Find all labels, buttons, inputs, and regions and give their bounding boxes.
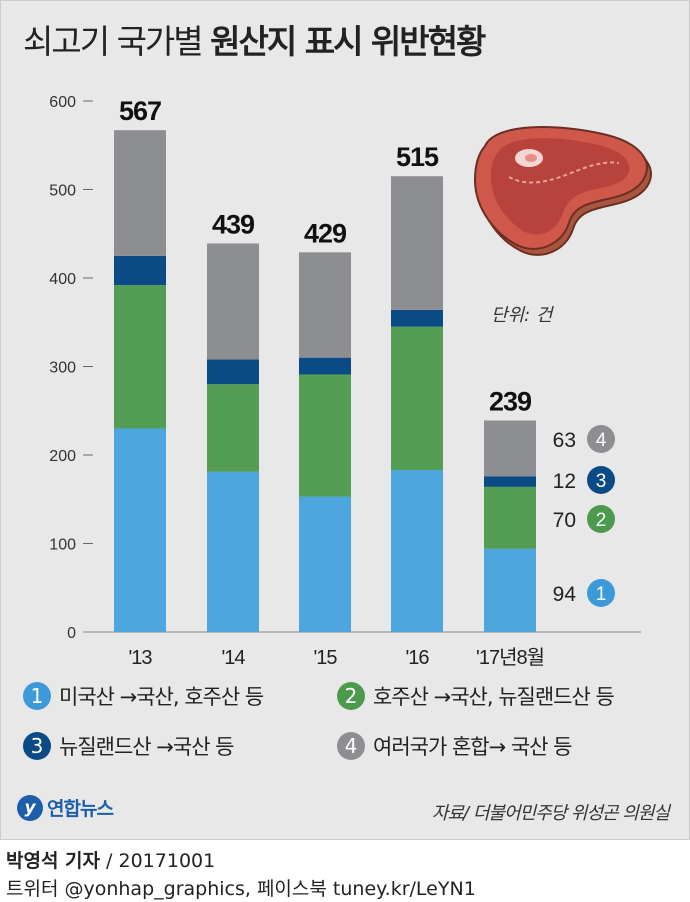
legend-label-2: 호주산 →국산, 뉴질랜드산 등 <box>373 685 615 709</box>
legend-item-2: 2 호주산 →국산, 뉴질랜드산 등 <box>337 681 615 711</box>
legend-badge-1: 1 <box>23 682 51 710</box>
bar-segment <box>484 548 536 632</box>
y-tick-label: 300 <box>49 360 76 377</box>
infographic-panel: 쇠고기 국가별 원산지 표시 위반현황 0 100 200 300 400 500 600 5… <box>0 0 690 840</box>
x-tick-label: '16 <box>405 647 429 669</box>
legend-badge-2: 2 <box>337 682 365 710</box>
bar-segment <box>207 359 259 385</box>
y-tick-label: 0 <box>67 625 76 642</box>
bar-segment <box>114 130 166 256</box>
bar-segment <box>114 255 166 286</box>
x-tick-label: '17년8월 <box>476 646 544 669</box>
source-note: 자료/ 더불어민주당 위성곤 의원실 <box>431 803 670 824</box>
total-label: 429 <box>304 218 347 248</box>
total-label: 567 <box>119 96 161 126</box>
bar-segment <box>391 176 443 310</box>
yonhap-logo-text: 연합뉴스 <box>47 798 114 820</box>
total-label: 439 <box>212 209 255 239</box>
segment-badge-number: 2 <box>596 510 607 531</box>
legend-label-4: 여러국가 혼합→ 국산 등 <box>373 735 573 759</box>
social-line: 트위터 @yonhap_graphics, 페이스북 tuney.kr/LeYN… <box>6 878 476 900</box>
segment-badge <box>587 505 615 533</box>
legend-item-1: 1 미국산 →국산, 호주산 등 <box>23 681 264 711</box>
x-tick-label: '13 <box>128 647 152 669</box>
steak-icon <box>473 126 652 256</box>
bar-segment <box>299 496 351 632</box>
legend-label-3: 뉴질랜드산 →국산 등 <box>59 735 235 759</box>
title-bold: 원산지 표시 위반현황 <box>210 22 486 61</box>
bar-segment <box>391 470 443 632</box>
segment-value-label: 12 <box>553 470 576 493</box>
bar-segment <box>207 384 259 472</box>
total-label: 239 <box>489 386 532 416</box>
bar-segment <box>391 326 443 471</box>
y-tick-label: 600 <box>49 94 76 111</box>
yonhap-logo-mark: y <box>17 794 43 821</box>
segment-badge-number: 3 <box>596 471 607 492</box>
credit-line: 박영석 기자 / 20171001 <box>6 846 215 873</box>
bar-segment <box>391 309 443 327</box>
segment-badge-number: 1 <box>596 584 607 605</box>
x-tick-label: '14 <box>221 647 245 669</box>
segment-badge <box>587 579 615 607</box>
y-tick-label: 200 <box>49 448 76 465</box>
chart-title: 쇠고기 국가별 원산지 표시 위반현황 <box>23 15 486 63</box>
bar-segment <box>207 471 259 632</box>
credit-date: / 20171001 <box>100 850 216 872</box>
bar-segment <box>484 420 536 477</box>
credit-author: 박영석 기자 <box>6 850 101 872</box>
x-tick-label: '15 <box>313 647 337 669</box>
y-tick-label: 400 <box>49 271 76 288</box>
bar-segment <box>299 252 351 358</box>
legend-badge-4: 4 <box>337 732 365 760</box>
bar-segment <box>207 243 259 360</box>
bar-segment <box>299 374 351 497</box>
title-light: 쇠고기 국가별 <box>23 22 204 61</box>
unit-label: 단위: 건 <box>491 305 553 326</box>
legend-label-1: 미국산 →국산, 호주산 등 <box>59 685 264 709</box>
segment-badge <box>587 466 615 494</box>
stacked-bar-chart: 0 100 200 300 400 500 600 567 '13 439 '14 429 '15 515… <box>49 94 652 669</box>
segment-badge <box>587 425 615 453</box>
bar-segment <box>299 357 351 375</box>
legend-badge-3: 3 <box>23 732 51 760</box>
total-label: 515 <box>396 142 439 172</box>
legend-item-4: 4 여러국가 혼합→ 국산 등 <box>337 731 573 761</box>
y-tick-label: 500 <box>49 183 76 200</box>
yonhap-logo: y 연합뉴스 <box>17 794 114 821</box>
bar-segment <box>114 285 166 429</box>
bar-segment <box>114 428 166 632</box>
segment-value-label: 63 <box>553 429 576 452</box>
bar-segment <box>484 476 536 487</box>
legend-item-3: 3 뉴질랜드산 →국산 등 <box>23 731 235 761</box>
segment-value-label: 70 <box>553 509 576 532</box>
bar-segment <box>484 486 536 549</box>
y-tick-label: 100 <box>49 537 76 554</box>
segment-badge-number: 4 <box>596 430 607 451</box>
segment-value-label: 94 <box>553 583 577 606</box>
